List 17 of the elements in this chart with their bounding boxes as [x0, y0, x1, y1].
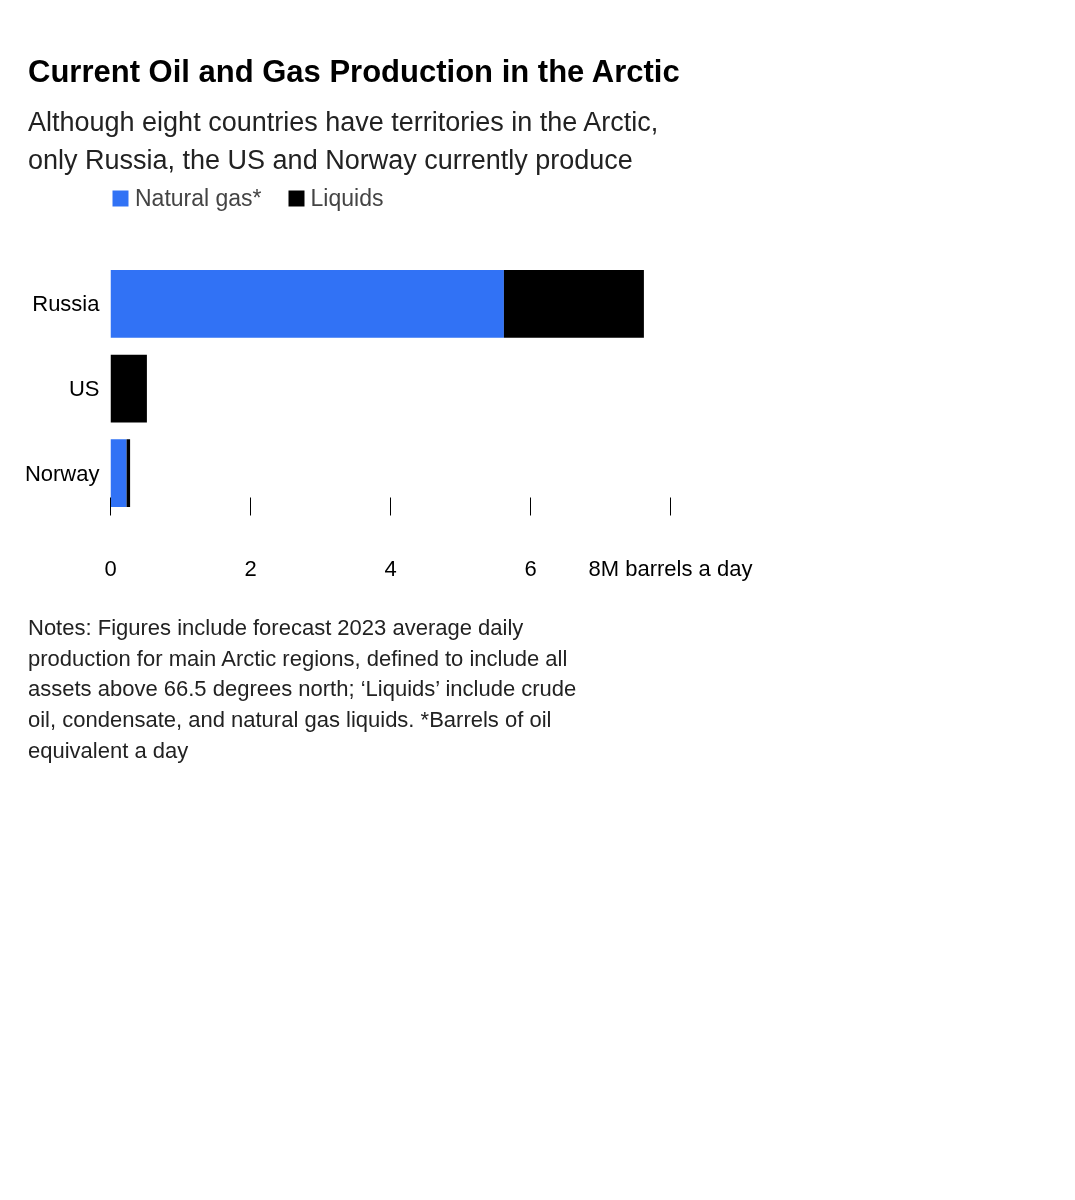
bar	[110, 439, 127, 507]
y-tick-label: Norway	[24, 460, 100, 486]
x-tick-label: 4	[384, 555, 397, 581]
x-tick-label: 6	[524, 555, 537, 581]
x-tick-label: 2	[244, 555, 257, 581]
x-tick-label: 0	[104, 555, 117, 581]
chart-title: Current Oil and Gas Production in the Arctic	[28, 53, 680, 91]
bar	[110, 354, 147, 423]
legend-label: Natural gas*	[135, 184, 262, 212]
y-tick-label: US	[68, 375, 100, 401]
legend-label: Liquids	[310, 184, 384, 212]
chart-subtitle: Although eight countries have territories in the Arctic, only Russia, the US and Norway currently produce	[28, 106, 660, 178]
bar	[503, 269, 644, 338]
bar	[110, 269, 504, 338]
text: Notes: Figures include forecast 2023 average daily production for main Arctic regions, defined to include all assets above 66.5 degrees north; ‘Liquids’ include crude oil, condensate, and natural gas liquids. *Barrels of oil equivalent a day	[28, 613, 578, 766]
y-tick-label: Russia	[32, 291, 101, 317]
x-tick-label: 8M barrels a day	[588, 555, 753, 581]
